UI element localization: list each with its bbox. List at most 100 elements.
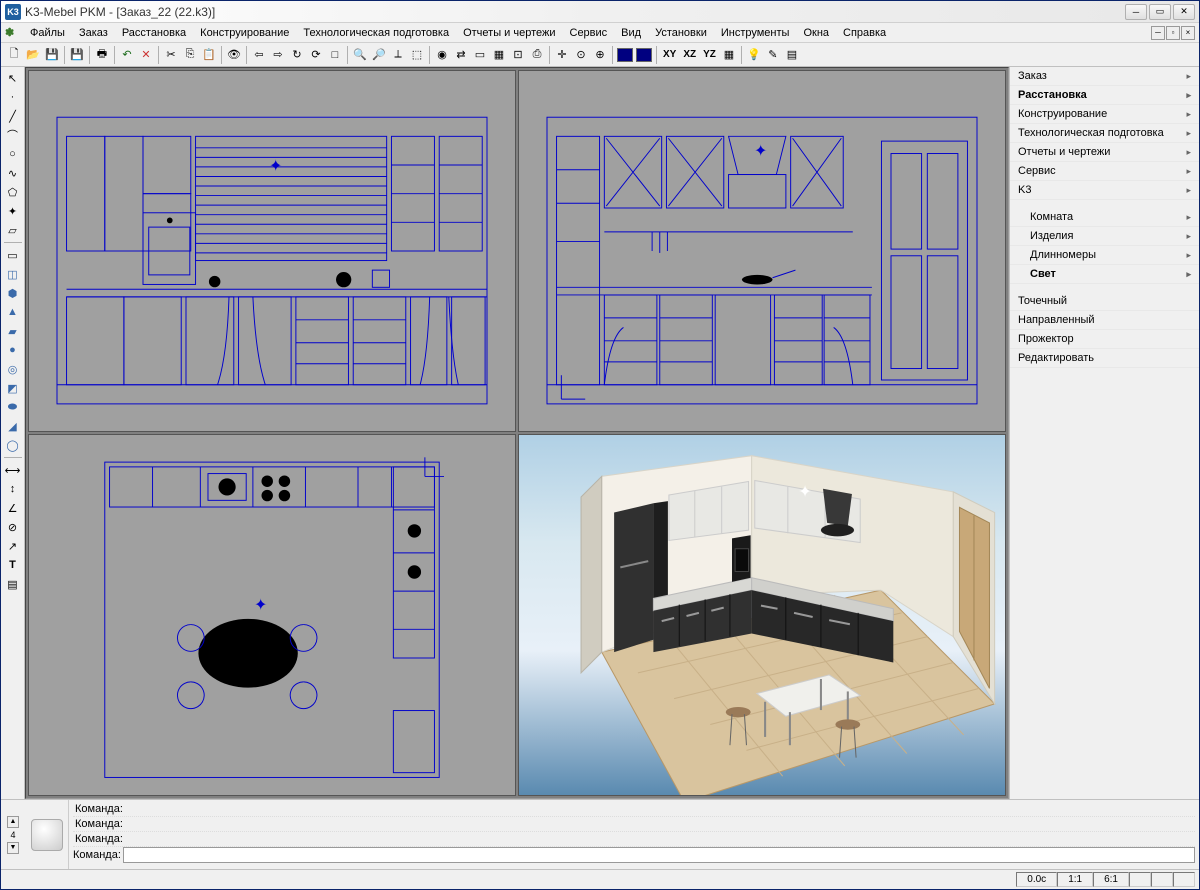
hatch-icon[interactable]: ▤ [4, 575, 22, 593]
close-button[interactable]: ✕ [1173, 4, 1195, 20]
viewport-front[interactable]: ✦ [28, 70, 516, 432]
copy-icon[interactable]: ⎘ [181, 46, 199, 64]
panel-edit[interactable]: Редактировать [1010, 349, 1199, 368]
axis-yz-button[interactable]: YZ [700, 49, 719, 60]
wedge-icon[interactable]: ◢ [4, 417, 22, 435]
polygon-icon[interactable]: ⬠ [4, 183, 22, 201]
ring-icon[interactable]: ◯ [4, 436, 22, 454]
panel-room[interactable]: Комната▸ [1010, 208, 1199, 227]
history-up-button[interactable]: ▲ [7, 816, 19, 828]
panel-service[interactable]: Сервис▸ [1010, 162, 1199, 181]
dimension-v-icon[interactable]: ↕ [4, 480, 22, 498]
panel-order[interactable]: Заказ▸ [1010, 67, 1199, 86]
open-icon[interactable]: 📂 [24, 46, 42, 64]
angle-icon[interactable]: ∠ [4, 499, 22, 517]
target-icon[interactable]: ✛ [553, 46, 571, 64]
torus-icon[interactable]: ◎ [4, 360, 22, 378]
panel-light[interactable]: Свет▸ [1010, 265, 1199, 284]
zoom-out-icon[interactable]: 🔎 [370, 46, 388, 64]
menu-windows[interactable]: Окна [796, 25, 836, 41]
menu-settings[interactable]: Установки [648, 25, 714, 41]
ellipsoid-icon[interactable]: ⬬ [4, 398, 22, 416]
sphere-icon[interactable]: ● [4, 341, 22, 359]
panel-directional-light[interactable]: Направленный [1010, 311, 1199, 330]
dimension-h-icon[interactable]: ⟷ [4, 461, 22, 479]
cone-icon[interactable]: ▲ [4, 303, 22, 321]
light-icon[interactable]: 💡 [745, 46, 763, 64]
menu-tools[interactable]: Инструменты [714, 25, 797, 41]
grid-icon[interactable]: ▦ [720, 46, 738, 64]
undo-icon[interactable]: ↶ [118, 46, 136, 64]
axis-xz-button[interactable]: XZ [680, 49, 699, 60]
cut-icon[interactable]: ✂ [162, 46, 180, 64]
radius-icon[interactable]: ⊘ [4, 518, 22, 536]
star-icon[interactable]: ✦ [4, 202, 22, 220]
viewport-3d[interactable]: ✦ [518, 434, 1006, 796]
minimize-button[interactable]: ─ [1125, 4, 1147, 20]
maximize-button[interactable]: ▭ [1149, 4, 1171, 20]
wand-icon[interactable]: ✎ [764, 46, 782, 64]
zoom-in-icon[interactable]: 🔍 [351, 46, 369, 64]
panel-longitems[interactable]: Длинномеры▸ [1010, 246, 1199, 265]
measure-icon[interactable]: ⟂ [389, 46, 407, 64]
panel-techprep[interactable]: Технологическая подготовка▸ [1010, 124, 1199, 143]
region-icon[interactable]: ▱ [4, 221, 22, 239]
print-icon[interactable]: 🖶 [93, 46, 111, 64]
save-icon[interactable]: 💾 [43, 46, 61, 64]
color-swatch-1[interactable] [616, 46, 634, 64]
history-down-button[interactable]: ▼ [7, 842, 19, 854]
multi-view-icon[interactable]: ▦ [490, 46, 508, 64]
save-as-icon[interactable]: 💾 [68, 46, 86, 64]
panel-point-light[interactable]: Точечный [1010, 292, 1199, 311]
spline-icon[interactable]: ∿ [4, 164, 22, 182]
cylinder-icon[interactable]: ⬢ [4, 284, 22, 302]
mdi-restore-button[interactable]: ▫ [1166, 26, 1180, 40]
shape1-icon[interactable]: ◩ [4, 379, 22, 397]
panel-k3[interactable]: K3▸ [1010, 181, 1199, 200]
prism-icon[interactable]: ▰ [4, 322, 22, 340]
panel-arrangement[interactable]: Расстановка▸ [1010, 86, 1199, 105]
menu-tech-prep[interactable]: Технологическая подготовка [296, 25, 456, 41]
preview-icon[interactable]: ⊡ [509, 46, 527, 64]
zoom-window-icon[interactable]: ⬚ [408, 46, 426, 64]
prev-view-icon[interactable]: ⇦ [250, 46, 268, 64]
menu-files[interactable]: Файлы [23, 25, 72, 41]
mdi-close-button[interactable]: × [1181, 26, 1195, 40]
render-icon[interactable]: ◉ [433, 46, 451, 64]
command-input[interactable] [123, 847, 1195, 863]
panel-spotlight[interactable]: Прожектор [1010, 330, 1199, 349]
single-view-icon[interactable]: ▭ [471, 46, 489, 64]
menu-order[interactable]: Заказ [72, 25, 115, 41]
redo-icon[interactable]: ✕ [137, 46, 155, 64]
anchor-icon[interactable]: ⊙ [572, 46, 590, 64]
menu-construction[interactable]: Конструирование [193, 25, 296, 41]
color-swatch-2[interactable] [635, 46, 653, 64]
axis-xy-button[interactable]: XY [660, 49, 679, 60]
viewport-side[interactable]: ✦ [518, 70, 1006, 432]
box-icon[interactable]: ▭ [4, 246, 22, 264]
menu-reports[interactable]: Отчеты и чертежи [456, 25, 562, 41]
table-icon[interactable]: ▤ [783, 46, 801, 64]
leader-icon[interactable]: ↗ [4, 537, 22, 555]
menu-view[interactable]: Вид [614, 25, 648, 41]
text-icon[interactable]: T [4, 556, 22, 574]
paste-icon[interactable]: 📋 [200, 46, 218, 64]
panel-construction[interactable]: Конструирование▸ [1010, 105, 1199, 124]
menu-help[interactable]: Справка [836, 25, 893, 41]
line-icon[interactable]: ╱ [4, 107, 22, 125]
cursor-icon[interactable]: ↖ [4, 69, 22, 87]
circle-icon[interactable]: ○ [4, 145, 22, 163]
swap-icon[interactable]: ⇄ [452, 46, 470, 64]
new-icon[interactable]: 🗋 [5, 46, 23, 64]
viewport-top[interactable]: ✦ [28, 434, 516, 796]
anchor2-icon[interactable]: ⊕ [591, 46, 609, 64]
snapshot-icon[interactable]: ⎙ [528, 46, 546, 64]
find-icon[interactable]: 👁 [225, 46, 243, 64]
panel-products[interactable]: Изделия▸ [1010, 227, 1199, 246]
panel-reports[interactable]: Отчеты и чертежи▸ [1010, 143, 1199, 162]
menu-service[interactable]: Сервис [563, 25, 615, 41]
cube-icon[interactable]: ◫ [4, 265, 22, 283]
menu-arrangement[interactable]: Расстановка [115, 25, 193, 41]
rotate-icon[interactable]: ↻ [288, 46, 306, 64]
arc-icon[interactable]: ⌒ [4, 126, 22, 144]
